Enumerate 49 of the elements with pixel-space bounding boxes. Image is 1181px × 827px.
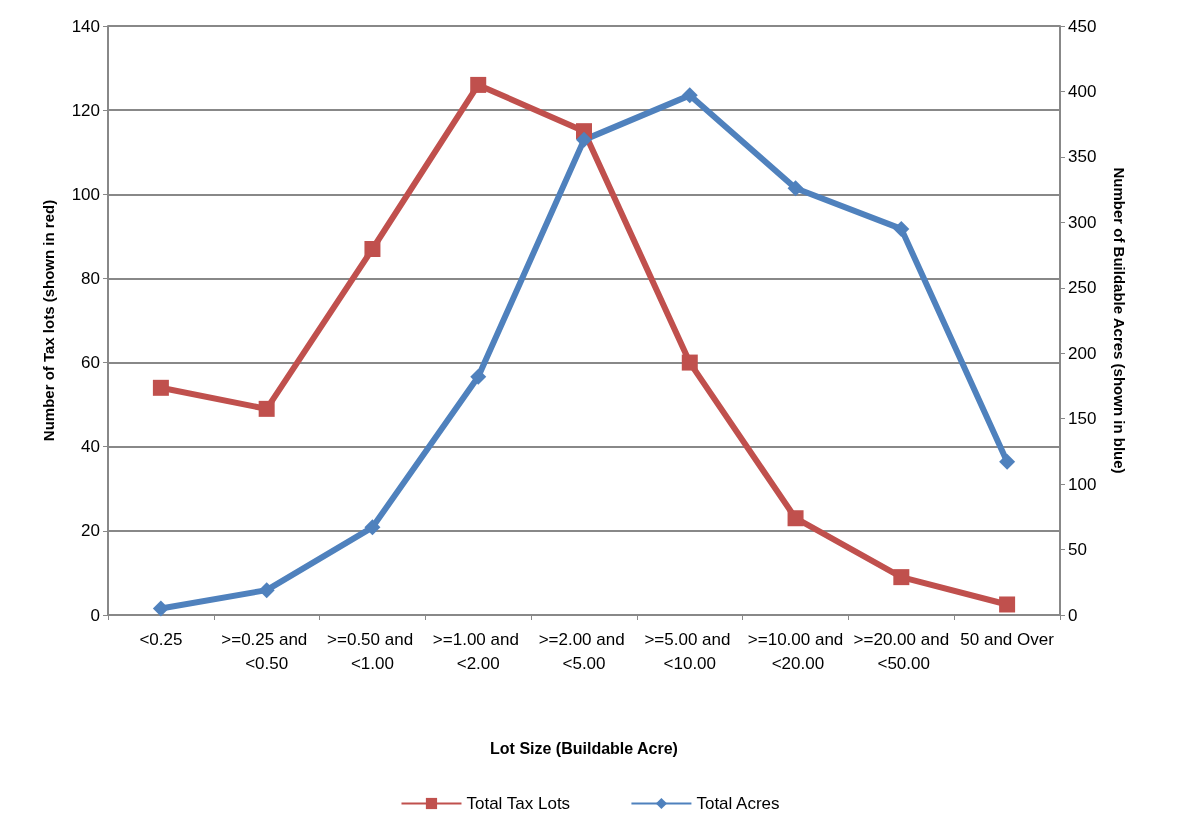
point — [364, 240, 381, 257]
y-tick-label: 120 — [71, 100, 100, 120]
y-tick-label: 0 — [90, 605, 100, 625]
point — [258, 400, 275, 417]
point — [470, 76, 487, 93]
point — [152, 600, 169, 617]
y-tick-label: 100 — [71, 184, 100, 204]
y-tick-label: 60 — [81, 353, 100, 373]
legend-label: Total Tax Lots — [466, 794, 571, 813]
x-tick-label: >=1.00 and <2.00 — [432, 629, 524, 673]
point — [787, 510, 804, 527]
x-axis-title: Lot Size (Buildable Acre) — [490, 739, 678, 757]
y2-tick-label: 200 — [1068, 343, 1097, 363]
x-tick-label: 50 and Over — [960, 629, 1055, 649]
y2-tick-label: 300 — [1068, 212, 1097, 232]
x-tick-label: >=10.00 and <20.00 — [747, 629, 844, 673]
point — [152, 379, 169, 396]
point — [576, 131, 592, 148]
y2-axis-title: Number of Buildable Acres (shown in blue) — [1111, 167, 1128, 474]
y-axis-title: Number of Tax lots (shown in red) — [40, 199, 57, 442]
x-tick-label: >=0.25 and <0.50 — [221, 629, 313, 673]
legend-label: Total Acres — [696, 794, 780, 813]
y-tick-label: 20 — [81, 521, 100, 541]
point — [999, 596, 1016, 613]
y2-tick-label: 250 — [1068, 278, 1097, 298]
point — [999, 453, 1016, 470]
point — [681, 354, 698, 371]
point — [893, 220, 910, 237]
y2-tick-label: 400 — [1068, 81, 1097, 101]
x-tick-label: >=2.00 and <5.00 — [538, 629, 630, 673]
y2-tick-label: 0 — [1068, 605, 1078, 625]
y2-tick-label: 150 — [1068, 409, 1097, 429]
y2-tick-label: 450 — [1068, 16, 1097, 36]
point — [787, 180, 804, 197]
x-tick-label: <0.25 — [139, 629, 183, 649]
point — [681, 87, 698, 104]
y2-tick-label: 350 — [1068, 147, 1097, 167]
x-tick-label: >=5.00 and <10.00 — [644, 629, 736, 673]
y-tick-label: 80 — [81, 268, 100, 288]
point — [470, 368, 487, 385]
y2-tick-label: 100 — [1068, 474, 1097, 494]
y-tick-label: 140 — [71, 16, 100, 36]
x-tick-label: >=0.50 and <1.00 — [327, 629, 418, 673]
y-tick-label: 40 — [81, 437, 100, 457]
x-tick-label: >=20.00 and <50.00 — [853, 629, 950, 673]
point — [364, 519, 381, 536]
y2-tick-label: 50 — [1068, 540, 1087, 560]
point — [258, 582, 275, 599]
point — [893, 569, 910, 586]
